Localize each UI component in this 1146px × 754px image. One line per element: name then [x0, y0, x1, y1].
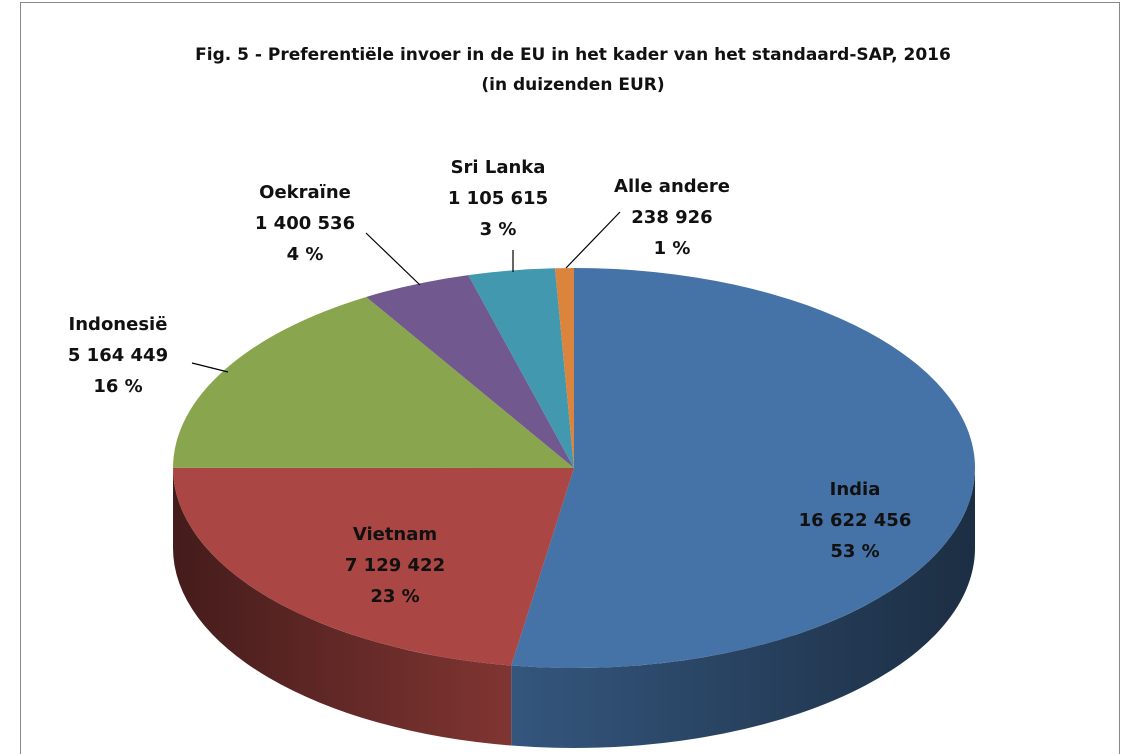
label-percent: 53 % [830, 541, 879, 562]
leader-line [365, 232, 421, 286]
leader-line [191, 362, 229, 373]
label-name: Sri Lanka [451, 157, 546, 178]
leader-line [565, 211, 621, 269]
label-value: 7 129 422 [345, 555, 445, 576]
label-value: 5 164 449 [68, 345, 168, 366]
slice [173, 467, 574, 666]
label-value: 238 926 [631, 207, 712, 228]
slice [366, 275, 574, 468]
label-name: Indonesië [69, 314, 168, 335]
label-percent: 16 % [93, 376, 142, 397]
slice-side [511, 468, 975, 748]
slice-side [173, 468, 512, 746]
label-percent: 4 % [287, 244, 324, 265]
slice [511, 268, 975, 668]
slice [468, 268, 574, 468]
chart-title: Fig. 5 - Preferentiële invoer in de EU i… [195, 45, 951, 95]
label-percent: 23 % [370, 586, 419, 607]
label-name: Vietnam [353, 524, 437, 545]
chart-frame [20, 2, 1120, 754]
slice [173, 296, 574, 468]
label-name: India [830, 479, 881, 500]
label-name: Alle andere [614, 176, 730, 197]
label-percent: 3 % [480, 219, 517, 240]
label-value: 16 622 456 [799, 510, 912, 531]
label-name: Oekraïne [259, 182, 351, 203]
label-value: 1 105 615 [448, 188, 548, 209]
slice [554, 268, 574, 468]
label-value: 1 400 536 [255, 213, 355, 234]
label-percent: 1 % [654, 238, 691, 259]
